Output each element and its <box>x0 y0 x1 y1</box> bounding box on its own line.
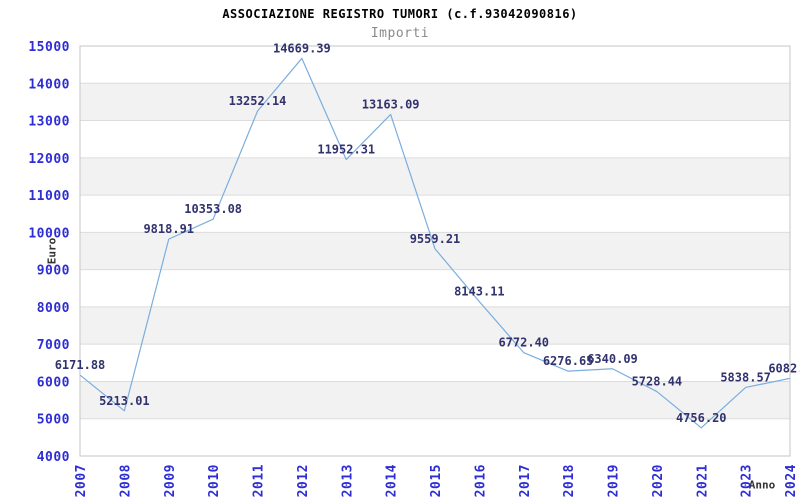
x-tick-label: 2016 <box>473 464 488 497</box>
x-tick-label: 2009 <box>163 464 178 497</box>
point-value-label: 6276.65 <box>543 354 594 368</box>
plot-band <box>80 157 790 196</box>
chart-title: ASSOCIAZIONE REGISTRO TUMORI (c.f.930420… <box>222 7 578 21</box>
y-tick-label: 13000 <box>28 115 70 130</box>
x-axis-title: Anno <box>748 478 776 492</box>
x-tick-label: 2011 <box>252 464 267 497</box>
plot-band <box>80 306 790 345</box>
y-tick-label: 12000 <box>28 152 70 167</box>
x-tick-label: 2020 <box>651 464 666 497</box>
x-tick-label: 2013 <box>340 464 355 497</box>
point-value-label: 13252.14 <box>229 94 287 108</box>
y-tick-label: 4000 <box>37 450 70 465</box>
point-value-label: 14669.39 <box>273 41 331 55</box>
point-value-label: 6082.5 <box>768 361 800 375</box>
point-value-label: 10353.08 <box>184 202 242 216</box>
x-tick-label: 2007 <box>74 464 89 497</box>
point-value-label: 11952.31 <box>317 143 375 157</box>
point-value-label: 6171.88 <box>55 358 106 372</box>
y-tick-label: 7000 <box>37 338 70 353</box>
point-value-label: 8143.11 <box>454 285 505 299</box>
y-tick-label: 14000 <box>28 77 70 92</box>
plot-border <box>79 45 791 457</box>
point-value-label: 4756.20 <box>676 411 727 425</box>
point-value-label: 9818.91 <box>143 222 194 236</box>
x-tick-label: 2010 <box>207 464 222 497</box>
y-tick-label: 10000 <box>28 226 70 241</box>
x-tick-label: 2024 <box>784 464 799 497</box>
x-tick-label: 2015 <box>429 464 444 497</box>
point-value-label: 6772.40 <box>498 336 549 350</box>
plot-band <box>80 232 790 270</box>
x-tick-label: 2018 <box>562 464 577 497</box>
y-tick-label: 8000 <box>37 301 70 316</box>
y-tick-label: 11000 <box>28 189 70 204</box>
x-tick-label: 2023 <box>740 464 755 497</box>
point-value-label: 5728.44 <box>632 375 683 389</box>
y-tick-label: 5000 <box>37 413 70 428</box>
plot-band <box>80 83 790 121</box>
x-tick-label: 2012 <box>296 464 311 497</box>
y-tick-label: 6000 <box>37 375 70 390</box>
point-value-label: 5838.57 <box>720 370 771 384</box>
x-tick-label: 2014 <box>385 464 400 497</box>
x-tick-label: 2017 <box>518 464 533 497</box>
point-value-label: 6340.09 <box>587 352 638 366</box>
point-value-label: 13163.09 <box>362 97 420 111</box>
chart-subtitle: Importi <box>370 26 430 41</box>
point-value-label: 9559.21 <box>410 232 461 246</box>
plot-band <box>80 381 790 419</box>
point-value-label: 5213.01 <box>99 394 150 408</box>
data-line <box>79 57 791 429</box>
x-tick-label: 2008 <box>118 464 133 497</box>
y-tick-label: 15000 <box>28 40 70 55</box>
x-tick-label: 2019 <box>607 464 622 497</box>
x-tick-label: 2021 <box>695 464 710 497</box>
y-tick-label: 9000 <box>37 264 70 279</box>
